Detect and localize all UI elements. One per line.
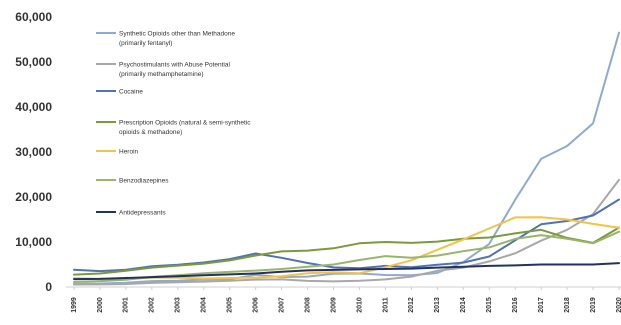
x-tick-label: 2005 (227, 297, 234, 313)
y-tick-label: 40,000 (15, 100, 52, 114)
x-tick-label: 2000 (97, 297, 104, 313)
y-tick-label: 30,000 (15, 145, 52, 159)
x-tick-label: 2003 (175, 297, 182, 313)
legend-label: Psychostimulants with Abuse Potential (119, 62, 230, 69)
y-tick-label: 10,000 (15, 235, 52, 249)
legend-label: Antidepressants (119, 210, 166, 217)
y-tick-label: 50,000 (15, 55, 52, 69)
y-tick-label: 60,000 (15, 10, 52, 24)
x-tick-label: 2012 (408, 297, 415, 313)
legend-label: (primarily methamphetamine) (119, 71, 204, 78)
legend-item: Antidepressants (96, 210, 166, 217)
legend-item: Prescription Opioids (natural & semi-syn… (96, 120, 251, 136)
x-tick-label: 2018 (564, 297, 571, 313)
series-line (73, 178, 620, 286)
legend-label: Prescription Opioids (natural & semi-syn… (119, 120, 251, 127)
series-lines (73, 31, 620, 286)
x-tick-label: 2014 (460, 297, 467, 313)
y-tick-label: 0 (45, 280, 52, 294)
legend-label: Heroin (119, 149, 139, 156)
legend-item: Heroin (96, 149, 139, 156)
x-tick-label: 2010 (356, 297, 363, 313)
x-tick-label: 2019 (590, 297, 597, 313)
y-tick-label: 20,000 (15, 190, 52, 204)
x-tick-label: 2013 (434, 297, 441, 313)
x-tick-label: 2002 (149, 297, 156, 313)
legend-label: Cocaine (119, 89, 143, 96)
x-axis-ticks: 1999 2000 2001 2002 2003 2004 2005 2006 2007 2008… (71, 287, 621, 313)
legend-item: Cocaine (96, 89, 143, 96)
x-tick-label: 2008 (304, 297, 311, 313)
x-tick-label: 2004 (201, 297, 208, 313)
series-line (73, 226, 620, 276)
legend-item: Synthetic Opioids other than Methadone (p… (96, 31, 235, 47)
legend-item: Psychostimulants with Abuse Potential (pr… (96, 62, 230, 78)
x-tick-label: 2006 (253, 297, 260, 313)
legend-label: (primarily fentanyl) (119, 40, 172, 47)
x-tick-label: 2011 (382, 297, 389, 312)
legend-item: Benzodiazepines (96, 178, 169, 185)
x-tick-label: 2009 (330, 297, 337, 313)
legend: Synthetic Opioids other than Methadone (p… (96, 31, 251, 217)
legend-label: opioids & methadone) (119, 129, 182, 136)
x-tick-label: 2016 (512, 297, 519, 313)
x-tick-label: 2001 (123, 297, 130, 313)
x-tick-label: 1999 (71, 297, 78, 313)
y-axis-ticks: 0 10,000 20,000 30,000 40,000 50,000 60,000 (15, 10, 52, 294)
legend-label: Benzodiazepines (119, 178, 169, 185)
legend-label: Synthetic Opioids other than Methadone (119, 31, 235, 38)
series-line (73, 262, 620, 281)
x-tick-label: 2020 (616, 297, 621, 313)
x-tick-label: 2017 (538, 297, 545, 313)
x-tick-label: 2007 (278, 297, 285, 313)
x-tick-label: 2015 (486, 297, 493, 313)
